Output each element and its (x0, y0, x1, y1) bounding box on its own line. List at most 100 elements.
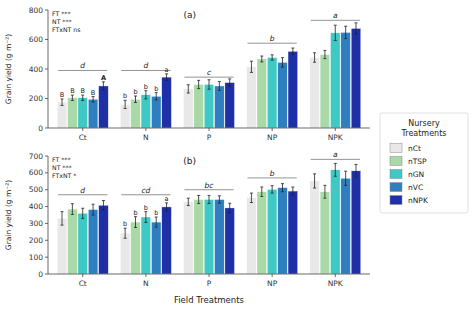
error-line (72, 95, 73, 100)
error-cap (354, 34, 357, 35)
bar (204, 199, 214, 274)
error-line (345, 26, 346, 38)
x-tick-label: Ct (79, 133, 87, 142)
y-tick-label: 400 (29, 65, 44, 74)
error-cap (228, 86, 231, 87)
error-cap (344, 171, 347, 172)
legend-title-line: Nursery (408, 119, 440, 128)
bar-letter: b (133, 88, 137, 96)
error-cap (228, 212, 231, 213)
error-bar (313, 53, 316, 62)
legend-title-line: Treatments (401, 129, 447, 138)
bar (288, 191, 298, 274)
error-bar (102, 82, 105, 90)
error-bar (271, 186, 274, 193)
error-cap (354, 177, 357, 178)
error-bar (281, 184, 284, 192)
error-line (261, 56, 262, 62)
error-bar (344, 171, 347, 185)
error-cap (102, 209, 105, 210)
bar (183, 202, 193, 274)
x-tick (272, 128, 273, 131)
error-cap (260, 196, 263, 197)
error-bar (354, 23, 357, 34)
x-tick-label: NPK (328, 133, 344, 142)
error-cap (291, 187, 294, 188)
bar-letter: b (123, 220, 127, 228)
error-cap (208, 195, 211, 196)
bar (320, 55, 330, 128)
x-tick-label: NPK (328, 279, 344, 288)
error-cap (197, 80, 200, 81)
group-label: d (80, 61, 85, 70)
error-cap (260, 187, 263, 188)
error-line (103, 201, 104, 210)
error-line (292, 187, 293, 195)
error-cap (155, 227, 158, 228)
error-cap (187, 205, 190, 206)
error-cap (102, 200, 105, 201)
error-bar (250, 61, 253, 72)
error-line (335, 163, 336, 176)
bar-letter: B (80, 87, 84, 95)
y-tick (45, 10, 48, 11)
error-cap (218, 90, 221, 91)
error-cap (334, 25, 337, 26)
error-line (282, 58, 283, 67)
error-bar (218, 82, 221, 91)
error-cap (81, 218, 84, 219)
error-bar (134, 96, 137, 102)
legend-label: nNPK (408, 196, 429, 205)
y-tick-label: 600 (29, 168, 44, 177)
bar-letter: B (91, 89, 95, 97)
error-line (324, 185, 325, 198)
group-label: d (80, 186, 85, 195)
error-cap (71, 203, 74, 204)
legend-label: nTSP (408, 157, 427, 166)
error-bar (187, 198, 190, 205)
bar (215, 199, 225, 274)
legend: NurseryTreatmentsnCtnTSPnGNnVCnNPK (380, 113, 468, 213)
bar (330, 33, 340, 128)
error-line (82, 95, 83, 100)
error-bar (250, 193, 253, 202)
bar (278, 62, 288, 128)
error-cap (323, 185, 326, 186)
stats-text: FTxNT ns (52, 26, 80, 33)
error-cap (313, 62, 316, 63)
bar (162, 77, 172, 128)
error-line (355, 23, 356, 34)
error-cap (92, 101, 95, 102)
legend-swatch (390, 144, 402, 153)
error-cap (124, 108, 127, 109)
bar-letter: B (70, 87, 74, 95)
error-cap (281, 191, 284, 192)
x-tick-label: N (143, 133, 149, 142)
error-line (82, 208, 83, 218)
error-line (282, 184, 283, 192)
error-cap (228, 78, 231, 79)
error-cap (344, 26, 347, 27)
error-line (272, 186, 273, 193)
error-line (314, 174, 315, 188)
bar-letter: b (133, 209, 137, 217)
bar (141, 95, 151, 128)
error-line (93, 97, 94, 102)
bar-letter: b (144, 83, 148, 91)
y-tick-label: 600 (29, 35, 44, 44)
x-tick-label: P (207, 133, 212, 142)
y-tick (45, 240, 48, 241)
error-bar (208, 195, 211, 203)
error-cap (291, 195, 294, 196)
bar-letter: b (154, 209, 158, 217)
error-cap (271, 54, 274, 55)
bar (131, 99, 141, 128)
error-cap (334, 40, 337, 41)
bar-letter: A (101, 74, 106, 82)
bar (162, 207, 172, 274)
error-line (125, 100, 126, 108)
error-line (261, 187, 262, 196)
error-bar (323, 185, 326, 198)
legend-label: nGN (408, 170, 424, 179)
group-label: d (143, 61, 148, 70)
